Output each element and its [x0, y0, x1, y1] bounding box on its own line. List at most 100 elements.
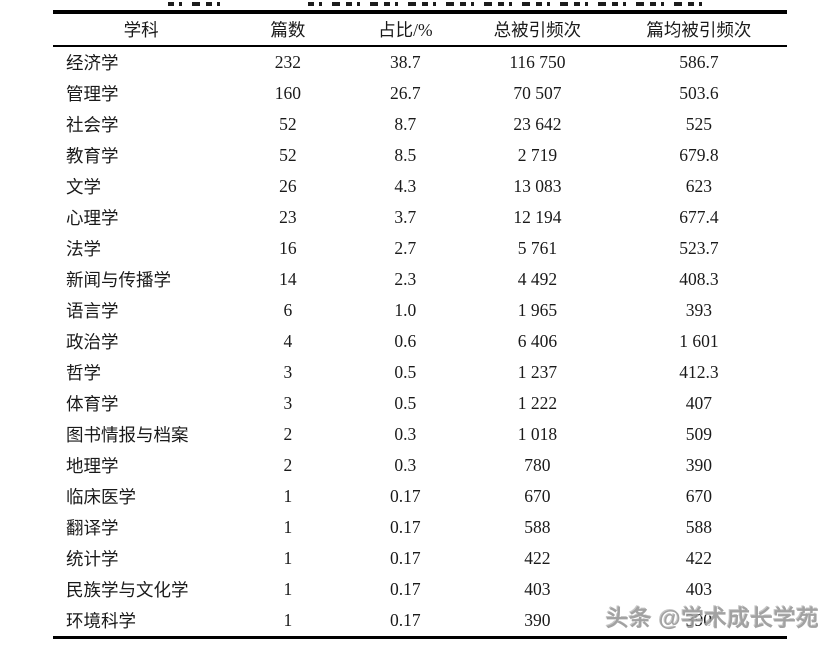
subject-cell: 管理学 — [66, 84, 119, 104]
value-cell: 403 — [524, 579, 551, 599]
value-cell: 0.5 — [394, 393, 417, 413]
value-cell: 6 406 — [517, 331, 558, 351]
column-header: 总被引频次 — [493, 20, 582, 40]
value-cell: 523.7 — [679, 238, 719, 258]
value-cell: 12 194 — [513, 207, 562, 227]
value-cell: 5 761 — [517, 238, 558, 258]
value-cell: 525 — [685, 114, 713, 134]
value-cell: 38.7 — [390, 52, 421, 72]
table-row: 民族学与文化学 1 0.17 403 403 — [53, 574, 787, 605]
header-row: 学科 篇数 占比/% 总被引频次 篇均被引频次 — [53, 12, 787, 46]
value-cell: 509 — [685, 424, 713, 444]
value-cell: 52 — [279, 114, 297, 134]
value-cell: 503.6 — [679, 83, 719, 103]
value-cell: 422 — [685, 548, 713, 568]
value-cell: 6 — [283, 300, 293, 320]
subject-cell: 翻译学 — [66, 518, 119, 538]
value-cell: 4 492 — [517, 269, 558, 289]
value-cell: 0.6 — [394, 331, 417, 351]
value-cell: 1 — [283, 517, 293, 537]
column-header: 学科 — [123, 20, 159, 40]
value-cell: 390 — [685, 610, 713, 630]
table-row: 法学 16 2.7 5 761 523.7 — [53, 233, 787, 264]
value-cell: 70 507 — [513, 83, 562, 103]
toutiao-watermark: 头条 @学术成长学苑 — [606, 606, 818, 631]
table-row: 统计学 1 0.17 422 422 — [53, 543, 787, 574]
subject-cell: 民族学与文化学 — [66, 580, 189, 600]
table-row: 管理学 160 26.7 70 507 503.6 — [53, 78, 787, 109]
value-cell: 670 — [524, 486, 551, 506]
subject-cell: 图书情报与档案 — [66, 425, 189, 445]
value-cell: 1 222 — [517, 393, 558, 413]
value-cell: 0.5 — [394, 362, 417, 382]
value-cell: 23 — [279, 207, 297, 227]
subject-cell: 心理学 — [66, 208, 119, 228]
value-cell: 677.4 — [679, 207, 719, 227]
table-row: 心理学 23 3.7 12 194 677.4 — [53, 202, 787, 233]
subject-cell: 临床医学 — [66, 487, 136, 507]
value-cell: 8.5 — [394, 145, 417, 165]
value-cell: 407 — [685, 393, 713, 413]
value-cell: 160 — [274, 83, 301, 103]
value-cell: 422 — [524, 548, 551, 568]
subject-cell: 社会学 — [66, 115, 119, 135]
value-cell: 403 — [685, 579, 713, 599]
value-cell: 1 — [283, 548, 293, 568]
subject-cell: 经济学 — [66, 53, 119, 73]
subject-cell: 文学 — [66, 177, 101, 197]
subject-distribution-table: 学科 篇数 占比/% 总被引频次 篇均被引频次 经济学 232 38.7 116 750 586… — [53, 10, 787, 639]
column-header: 篇数 — [270, 20, 306, 40]
value-cell: 13 083 — [513, 176, 562, 196]
subject-cell: 教育学 — [66, 146, 119, 166]
subject-cell: 体育学 — [66, 394, 119, 414]
value-cell: 0.3 — [394, 424, 417, 444]
subject-cell: 新闻与传播学 — [66, 270, 171, 290]
table-row: 临床医学 1 0.17 670 670 — [53, 481, 787, 512]
subject-cell: 统计学 — [66, 549, 119, 569]
table-row: 经济学 232 38.7 116 750 586.7 — [53, 46, 787, 78]
table-row: 体育学 3 0.5 1 222 407 — [53, 388, 787, 419]
value-cell: 232 — [274, 52, 301, 72]
value-cell: 2 719 — [517, 145, 558, 165]
value-cell: 26.7 — [390, 83, 421, 103]
value-cell: 780 — [524, 455, 551, 475]
table-body: 经济学 232 38.7 116 750 586.7 管理学 160 26.7 70 507 50… — [53, 46, 787, 638]
value-cell: 116 750 — [509, 52, 566, 72]
value-cell: 1 — [283, 610, 293, 630]
subject-cell: 语言学 — [66, 301, 119, 321]
value-cell: 623 — [685, 176, 713, 196]
table-row: 政治学 4 0.6 6 406 1 601 — [53, 326, 787, 357]
value-cell: 52 — [279, 145, 297, 165]
value-cell: 1 — [283, 486, 293, 506]
citation-table: 学科 篇数 占比/% 总被引频次 篇均被引频次 经济学 232 38.7 116 750 586… — [53, 10, 787, 639]
value-cell: 412.3 — [679, 362, 719, 382]
value-cell: 8.7 — [394, 114, 417, 134]
value-cell: 1 965 — [517, 300, 558, 320]
value-cell: 14 — [279, 269, 297, 289]
value-cell: 0.3 — [394, 455, 417, 475]
value-cell: 390 — [524, 610, 551, 630]
value-cell: 0.17 — [390, 610, 421, 630]
subject-cell: 地理学 — [66, 456, 119, 476]
table-row: 教育学 52 8.5 2 719 679.8 — [53, 140, 787, 171]
value-cell: 670 — [685, 486, 713, 506]
value-cell: 23 642 — [513, 114, 562, 134]
value-cell: 2 — [283, 424, 293, 444]
value-cell: 0.17 — [390, 548, 421, 568]
value-cell: 0.17 — [390, 579, 421, 599]
value-cell: 1 237 — [517, 362, 558, 382]
value-cell: 3 — [283, 362, 293, 382]
table-row: 社会学 52 8.7 23 642 525 — [53, 109, 787, 140]
value-cell: 1.0 — [394, 300, 417, 320]
value-cell: 26 — [279, 176, 297, 196]
table-row: 文学 26 4.3 13 083 623 — [53, 171, 787, 202]
value-cell: 3.7 — [394, 207, 417, 227]
table-row: 环境科学 1 0.17 390 390 — [53, 605, 787, 638]
table-row: 翻译学 1 0.17 588 588 — [53, 512, 787, 543]
value-cell: 586.7 — [679, 52, 719, 72]
value-cell: 0.17 — [390, 517, 421, 537]
value-cell: 390 — [685, 455, 713, 475]
value-cell: 0.17 — [390, 486, 421, 506]
subject-cell: 法学 — [66, 239, 101, 259]
